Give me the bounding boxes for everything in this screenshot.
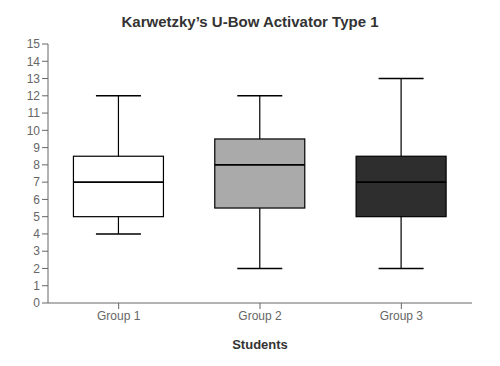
svg-text:12: 12: [27, 89, 41, 103]
svg-text:0: 0: [33, 296, 40, 310]
svg-text:8: 8: [33, 158, 40, 172]
svg-text:6: 6: [33, 193, 40, 207]
svg-text:3: 3: [33, 244, 40, 258]
svg-text:11: 11: [28, 106, 41, 120]
svg-text:Group 3: Group 3: [380, 309, 424, 323]
svg-text:Students: Students: [232, 337, 288, 352]
svg-text:Group 1: Group 1: [97, 309, 141, 323]
svg-text:4: 4: [33, 227, 40, 241]
svg-text:1: 1: [33, 279, 40, 293]
svg-text:15: 15: [27, 37, 41, 51]
svg-text:7: 7: [33, 175, 40, 189]
svg-text:14: 14: [27, 55, 41, 69]
svg-text:Group 2: Group 2: [238, 309, 282, 323]
html-text:Karwetzky’s U-Bow Activator Ty: Karwetzky’s U-Bow Activator Type 1: [121, 13, 379, 30]
svg-text:9: 9: [33, 141, 40, 155]
svg-text:13: 13: [27, 72, 41, 86]
svg-text:10: 10: [27, 124, 41, 138]
svg-text:5: 5: [33, 210, 40, 224]
svg-text:2: 2: [33, 262, 40, 276]
